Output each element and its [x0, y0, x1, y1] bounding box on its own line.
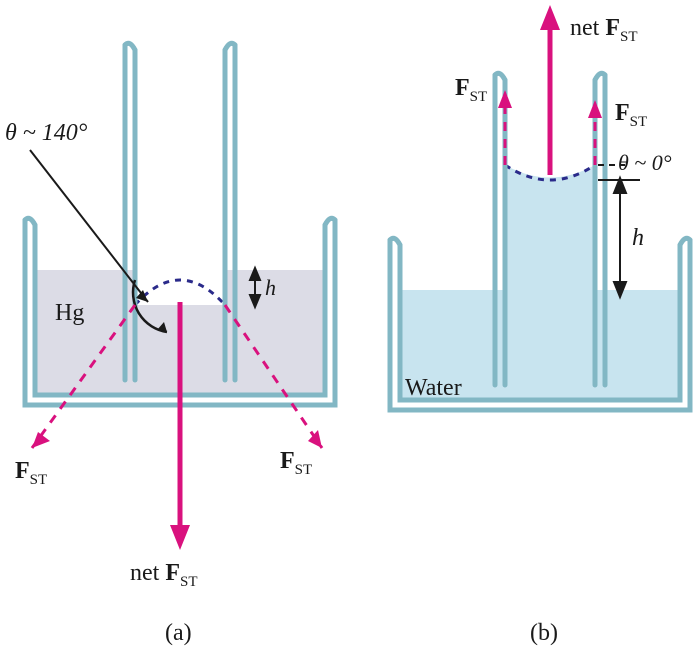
- caption-a: (a): [165, 620, 192, 646]
- fst-label-right-a: FST: [280, 448, 312, 478]
- net-label-b: net FST: [570, 15, 638, 45]
- fst-label-left-b: FST: [455, 75, 487, 105]
- caption-b: (b): [530, 620, 558, 646]
- net-fst-b: [540, 5, 560, 175]
- height-label-b: h: [632, 225, 644, 251]
- liquid-label-b: Water: [405, 375, 462, 401]
- figure-canvas: θ ~ 140° Hg h FST FST net FST (a) net FS…: [0, 0, 700, 657]
- liquid-label-a: Hg: [55, 300, 84, 326]
- water-liquid: [400, 165, 680, 400]
- fst-label-right-b: FST: [615, 100, 647, 130]
- fst-label-left-a: FST: [15, 458, 47, 488]
- panel-b: [390, 5, 690, 410]
- height-label-a: h: [265, 275, 276, 300]
- net-label-a: net FST: [130, 560, 198, 590]
- angle-label-a: θ ~ 140°: [5, 120, 88, 146]
- angle-label-b: θ ~ 0°: [618, 150, 672, 175]
- diagram-svg: θ ~ 140° Hg h FST FST net FST (a) net FS…: [0, 0, 700, 657]
